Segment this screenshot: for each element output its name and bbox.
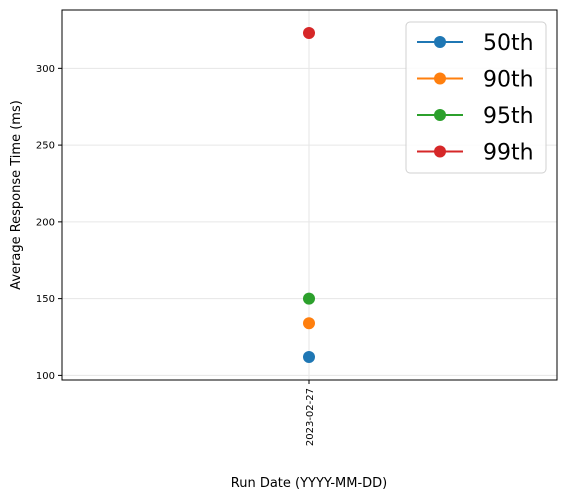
data-point	[303, 350, 315, 363]
y-tick-label: 100	[36, 371, 55, 382]
y-axis-title: Average Response Time (ms)	[9, 100, 24, 290]
legend-label: 95th	[483, 104, 534, 129]
legend: 50th 90th 95th 99th	[405, 21, 547, 174]
data-point	[303, 317, 315, 330]
x-tick-label: 2023-02-27	[305, 388, 316, 446]
legend-label: 99th	[483, 141, 534, 166]
y-tick-label: 150	[36, 294, 55, 305]
x-axis: 2023-02-27	[305, 380, 316, 446]
grid	[62, 10, 557, 380]
legend-marker	[434, 36, 446, 48]
y-tick-label: 250	[36, 141, 55, 152]
legend-box	[405, 21, 547, 174]
data-point	[303, 27, 315, 40]
data-points	[303, 27, 315, 363]
y-tick-label: 200	[36, 217, 55, 228]
x-axis-title: Run Date (YYYY-MM-DD)	[231, 476, 387, 491]
y-axis: 100 150 200 250 300	[36, 64, 62, 382]
legend-marker	[434, 109, 446, 121]
legend-label: 50th	[483, 31, 534, 56]
data-point	[303, 292, 315, 305]
y-tick-label: 300	[36, 64, 55, 75]
legend-marker	[434, 145, 446, 158]
legend-marker	[434, 72, 446, 85]
legend-label: 90th	[483, 68, 534, 93]
